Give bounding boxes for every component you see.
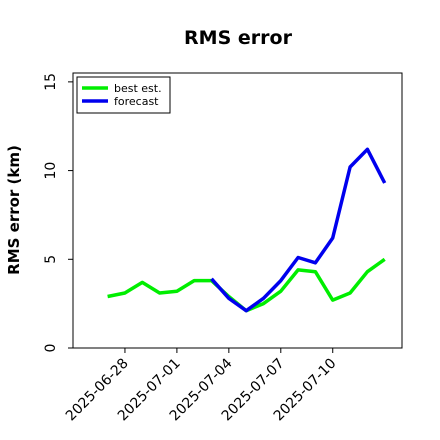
x-axis-ticks: 2025-06-282025-07-012025-07-042025-07-07… (63, 348, 340, 424)
y-axis-label: RMS error (km) (5, 145, 23, 275)
chart-title: RMS error (184, 27, 293, 49)
y-axis-ticks: 0 5 10 15 (43, 73, 73, 353)
legend-box (76, 76, 171, 114)
series-line-best-est (107, 257, 386, 313)
series-line-forecast (210, 147, 387, 313)
legend: best est. forecast (76, 76, 171, 114)
legend-label-forecast: forecast (114, 95, 159, 108)
y-tick-label: 15 (43, 73, 59, 91)
plot-lines (107, 147, 387, 313)
y-tick-label: 5 (43, 255, 59, 264)
legend-label-best-est: best est. (114, 82, 162, 95)
y-tick-label: 10 (43, 162, 59, 180)
y-tick-label: 0 (43, 344, 59, 353)
plot-frame (72, 72, 403, 349)
